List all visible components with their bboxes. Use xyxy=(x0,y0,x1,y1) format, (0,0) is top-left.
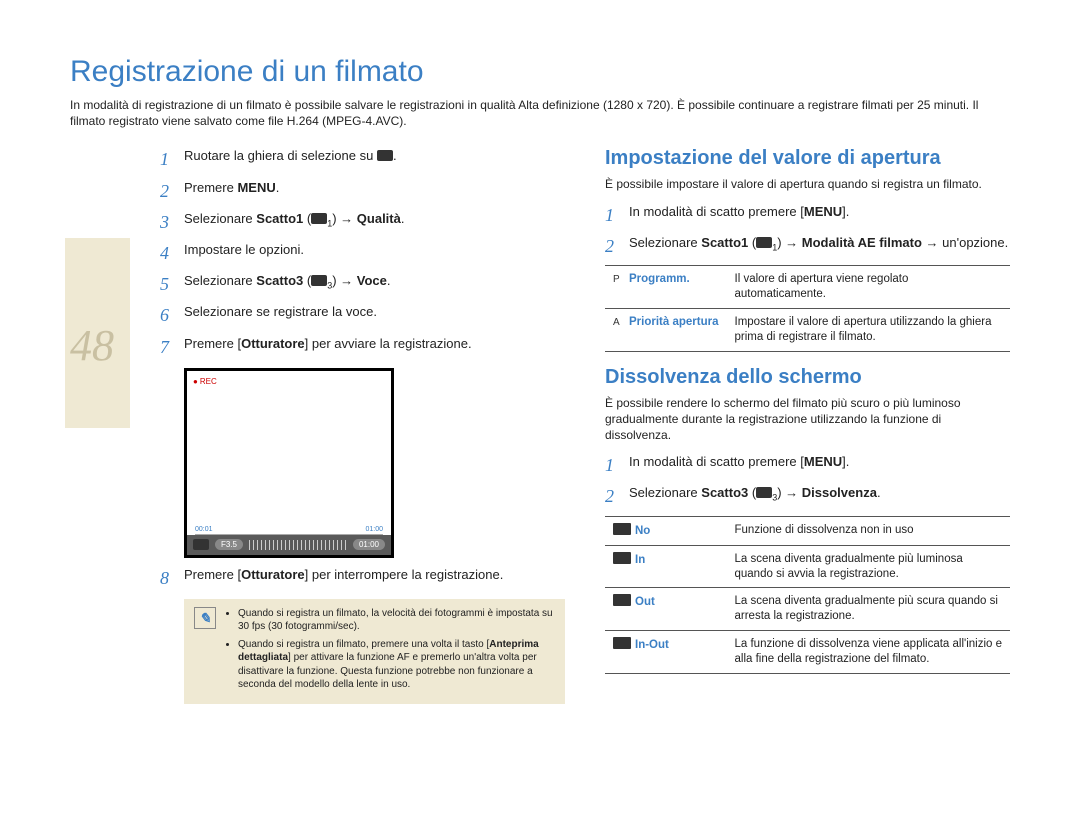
option-key: In xyxy=(605,545,727,588)
total-time: 01:00 xyxy=(365,526,383,533)
option-value: La scena diventa gradualmente più scura … xyxy=(727,588,1011,631)
option-key: APriorità apertura xyxy=(605,308,727,351)
section1-steps: 1In modalità di scatto premere [MENU]. 2S… xyxy=(605,203,1010,259)
section2-table: NoFunzione di dissolvenza non in usoInLa… xyxy=(605,516,1010,675)
note-icon: ✎ xyxy=(194,607,216,629)
left-column: 1Ruotare la ghiera di selezione su . 2Pre… xyxy=(160,147,565,704)
section2-steps: 1In modalità di scatto premere [MENU]. 2S… xyxy=(605,453,1010,509)
step-item: 8Premere [Otturatore] per interrompere l… xyxy=(160,566,565,591)
step-item: 1Ruotare la ghiera di selezione su . xyxy=(160,147,565,172)
step-item: 2Selezionare Scatto1 (1) → Modalità AE f… xyxy=(605,234,1010,259)
step-item: 2Premere MENU. xyxy=(160,179,565,204)
manual-page: 48 Registrazione di un filmato In modali… xyxy=(0,0,1080,734)
table-row: PProgramm.Il valore di apertura viene re… xyxy=(605,265,1010,308)
option-value: Funzione di dissolvenza non in uso xyxy=(727,516,1011,545)
step-item: 6Selezionare se registrare la voce. xyxy=(160,303,565,328)
clock-chip: 01:00 xyxy=(353,539,385,550)
step-item: 4Impostare le opzioni. xyxy=(160,241,565,266)
note-item: Quando si registra un filmato, la veloci… xyxy=(238,607,555,634)
table-row: NoFunzione di dissolvenza non in uso xyxy=(605,516,1010,545)
option-key: Out xyxy=(605,588,727,631)
table-row: APriorità aperturaImpostare il valore di… xyxy=(605,308,1010,351)
section2-title: Dissolvenza dello schermo xyxy=(605,366,1010,389)
video-icon xyxy=(193,539,209,550)
step-item: 3Selezionare Scatto1 (1) → Qualità. xyxy=(160,210,565,235)
section1-intro: È possibile impostare il valore di apert… xyxy=(605,176,1010,192)
content-columns: 1Ruotare la ghiera di selezione su . 2Pre… xyxy=(160,147,1010,704)
option-key: PProgramm. xyxy=(605,265,727,308)
option-key: No xyxy=(605,516,727,545)
step-item: 1In modalità di scatto premere [MENU]. xyxy=(605,203,1010,228)
option-value: Il valore di apertura viene regolato aut… xyxy=(727,265,1011,308)
time-bar: 00:01 01:00 xyxy=(195,526,383,533)
note-box: ✎ Quando si registra un filmato, la velo… xyxy=(184,599,565,704)
aperture-chip: F3.5 xyxy=(215,539,243,550)
table-row: In-OutLa funzione di dissolvenza viene a… xyxy=(605,631,1010,674)
section1-table: PProgramm.Il valore di apertura viene re… xyxy=(605,265,1010,352)
note-item: Quando si registra un filmato, premere u… xyxy=(238,638,555,692)
step-item: 2Selezionare Scatto3 (3) → Dissolvenza. xyxy=(605,484,1010,509)
page-number: 48 xyxy=(70,320,114,371)
section1-title: Impostazione del valore di apertura xyxy=(605,147,1010,170)
table-row: InLa scena diventa gradualmente più lumi… xyxy=(605,545,1010,588)
section2-intro: È possibile rendere lo schermo del filma… xyxy=(605,395,1010,444)
intro-text: In modalità di registrazione di un filma… xyxy=(70,97,1010,129)
rec-indicator: REC xyxy=(193,377,217,386)
notes-list: Quando si registra un filmato, la veloci… xyxy=(224,607,555,696)
table-row: OutLa scena diventa gradualmente più scu… xyxy=(605,588,1010,631)
step-item: 1In modalità di scatto premere [MENU]. xyxy=(605,453,1010,478)
bottom-bar: F3.5 01:00 xyxy=(187,535,391,555)
page-title: Registrazione di un filmato xyxy=(70,55,1010,89)
step-item: 5Selezionare Scatto3 (3) → Voce. xyxy=(160,272,565,297)
option-value: La funzione di dissolvenza viene applica… xyxy=(727,631,1011,674)
step-8: 8Premere [Otturatore] per interrompere l… xyxy=(160,566,565,591)
elapsed-time: 00:01 xyxy=(195,526,213,533)
left-steps: 1Ruotare la ghiera di selezione su . 2Pre… xyxy=(160,147,565,359)
camera-screen-preview: REC 00:01 01:00 F3.5 01:00 xyxy=(184,368,394,558)
option-value: La scena diventa gradualmente più lumino… xyxy=(727,545,1011,588)
exposure-scale xyxy=(249,540,347,550)
step-item: 7Premere [Otturatore] per avviare la reg… xyxy=(160,335,565,360)
option-key: In-Out xyxy=(605,631,727,674)
option-value: Impostare il valore di apertura utilizza… xyxy=(727,308,1011,351)
right-column: Impostazione del valore di apertura È po… xyxy=(605,147,1010,704)
